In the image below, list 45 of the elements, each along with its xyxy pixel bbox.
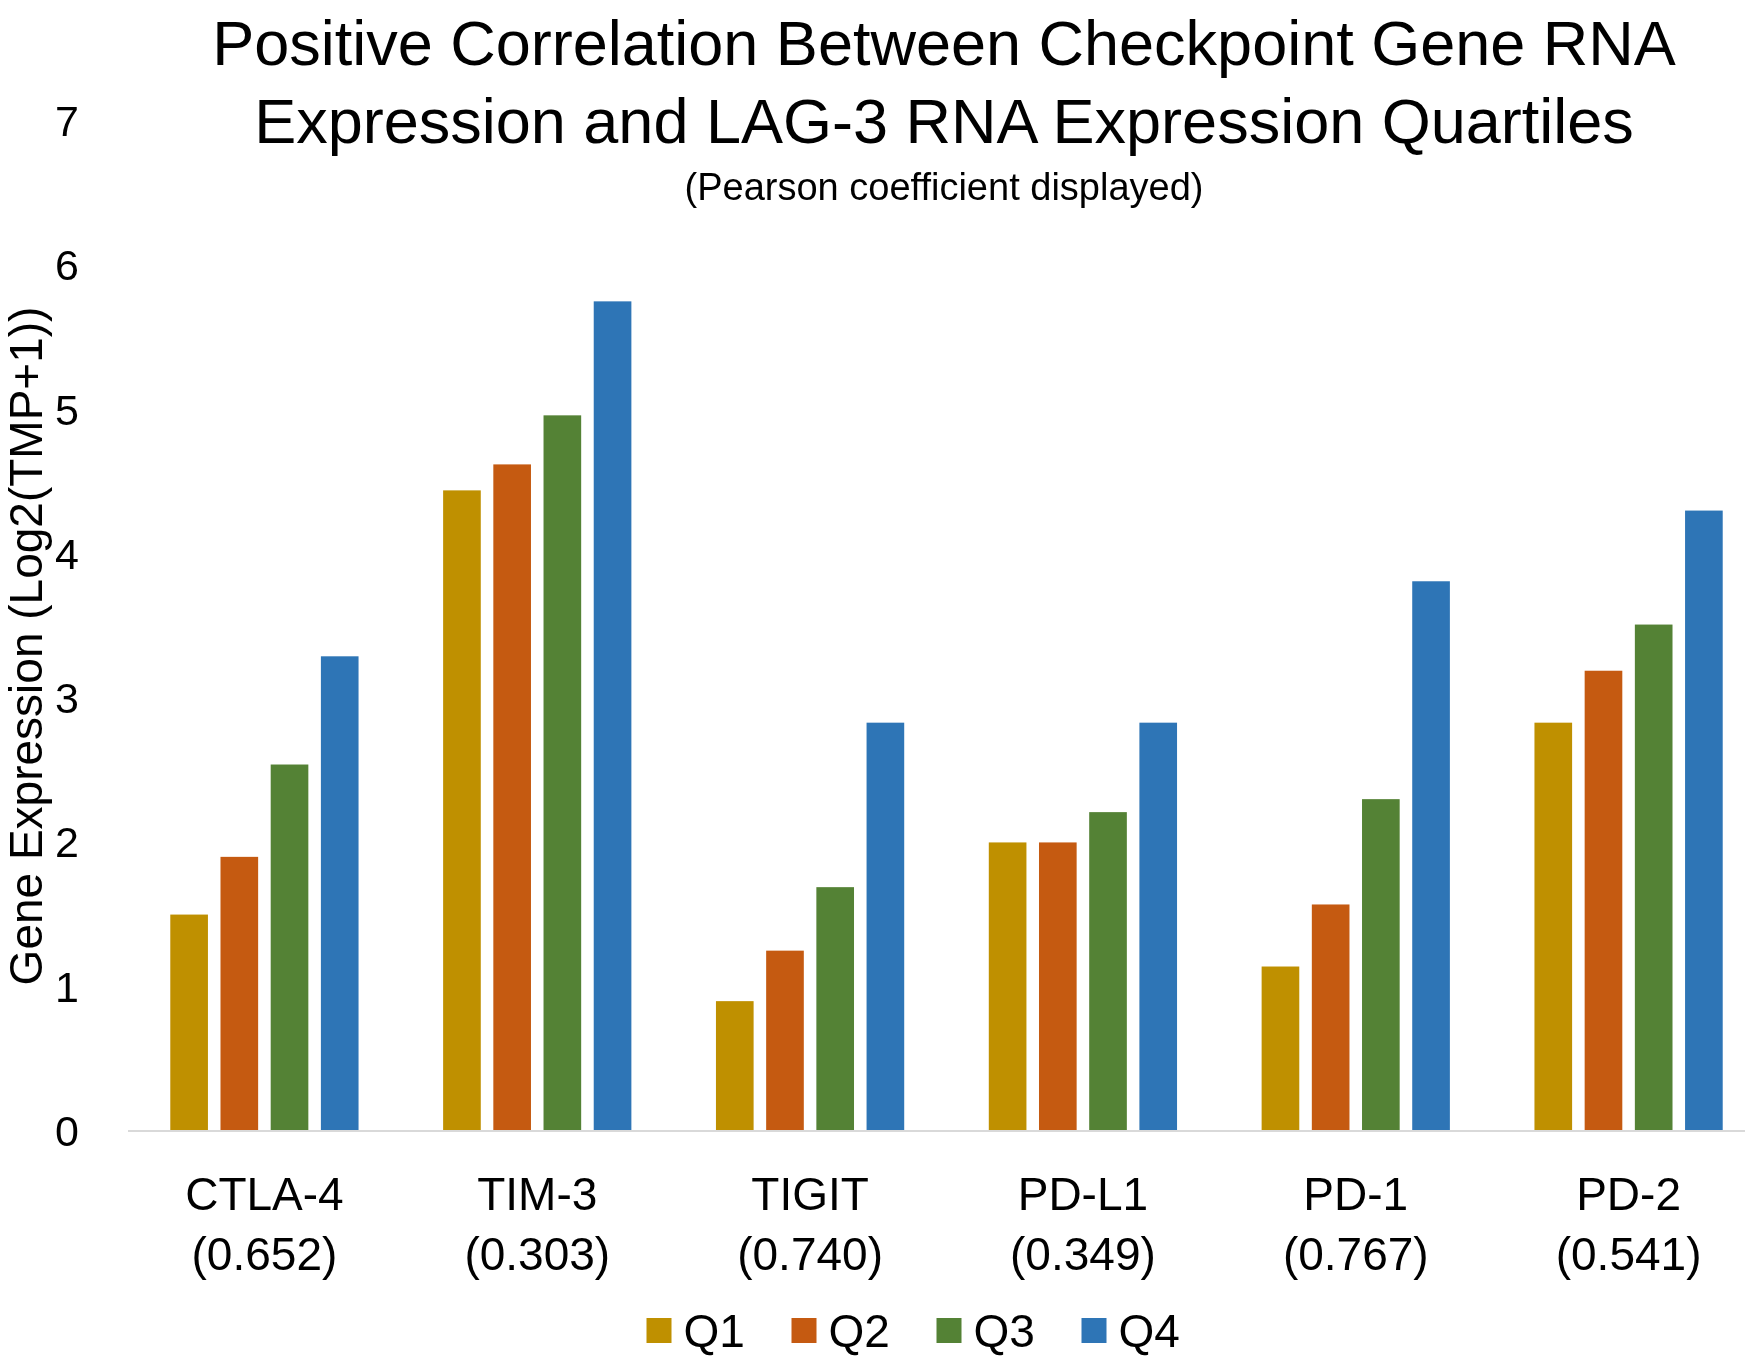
- x-tick-label: TIM-3 (0.303): [464, 1168, 611, 1280]
- bar: [1038, 842, 1077, 1131]
- bar: [866, 722, 905, 1131]
- bar: [543, 415, 582, 1131]
- y-tick-label: 5: [55, 385, 79, 434]
- y-tick-label: 3: [55, 674, 79, 723]
- y-axis-title: Gene Expression (Log2(TMP+1)): [0, 306, 52, 986]
- x-tick-label: PD-1 (0.767): [1282, 1168, 1429, 1280]
- legend-label: Q4: [1118, 1305, 1180, 1358]
- bar: [1139, 722, 1178, 1131]
- bar: [1311, 904, 1350, 1131]
- legend-label: Q3: [973, 1305, 1035, 1358]
- bar: [1412, 581, 1450, 1131]
- legend-label: Q1: [683, 1305, 745, 1358]
- bar: [443, 490, 481, 1131]
- y-tick-label: 6: [55, 241, 79, 290]
- bar: [320, 656, 359, 1131]
- bar: [988, 842, 1027, 1131]
- bar: [1634, 624, 1673, 1131]
- bar: [493, 464, 531, 1131]
- y-tick-label: 4: [55, 529, 79, 578]
- bar: [1584, 670, 1623, 1131]
- bar: [1089, 812, 1127, 1131]
- y-tick-label: 0: [55, 1107, 79, 1156]
- bar: [1534, 722, 1573, 1131]
- bar: [170, 914, 208, 1131]
- bar: [766, 950, 804, 1131]
- bar: [1261, 966, 1300, 1131]
- bar: [220, 856, 259, 1131]
- chart-title: Positive Correlation Between Checkpoint Gene RNA Expression and LAG-3 RNA Expression Quartiles: [212, 8, 1676, 156]
- x-tick-label: PD-2 (0.541): [1555, 1168, 1702, 1280]
- y-tick-label: 1: [55, 962, 79, 1011]
- bar: [1362, 799, 1400, 1131]
- bar: [593, 301, 632, 1131]
- x-tick-label: TIGIT (0.740): [737, 1168, 883, 1280]
- bar: [715, 1001, 754, 1131]
- bar: [816, 887, 855, 1131]
- bar: [1685, 510, 1723, 1131]
- y-tick-label: 2: [55, 818, 79, 867]
- bar: [270, 764, 309, 1131]
- text: (Pearson coefficient displayed): [684, 166, 1204, 208]
- x-tick-label: CTLA-4 (0.652): [185, 1168, 344, 1280]
- y-tick-label: 7: [55, 97, 79, 146]
- legend-label: Q2: [828, 1305, 890, 1358]
- x-tick-label: PD-L1 (0.349): [1010, 1168, 1156, 1280]
